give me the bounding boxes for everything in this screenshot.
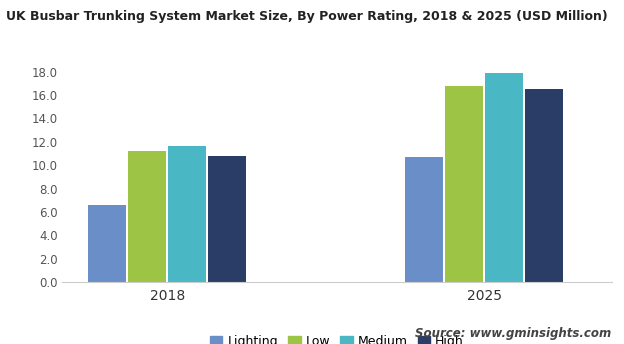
Bar	[485, 73, 523, 282]
Bar	[88, 205, 126, 282]
Legend: Lighting, Low, Medium, High: Lighting, Low, Medium, High	[205, 331, 469, 344]
Text: UK Busbar Trunking System Market Size, By Power Rating, 2018 & 2025 (USD Million: UK Busbar Trunking System Market Size, B…	[6, 10, 608, 23]
Text: Source: www.gminsights.com: Source: www.gminsights.com	[415, 327, 612, 340]
Bar	[404, 157, 442, 282]
Bar	[168, 147, 206, 282]
Bar	[208, 156, 246, 282]
Bar	[525, 89, 563, 282]
Bar	[445, 86, 483, 282]
Bar	[128, 151, 166, 282]
